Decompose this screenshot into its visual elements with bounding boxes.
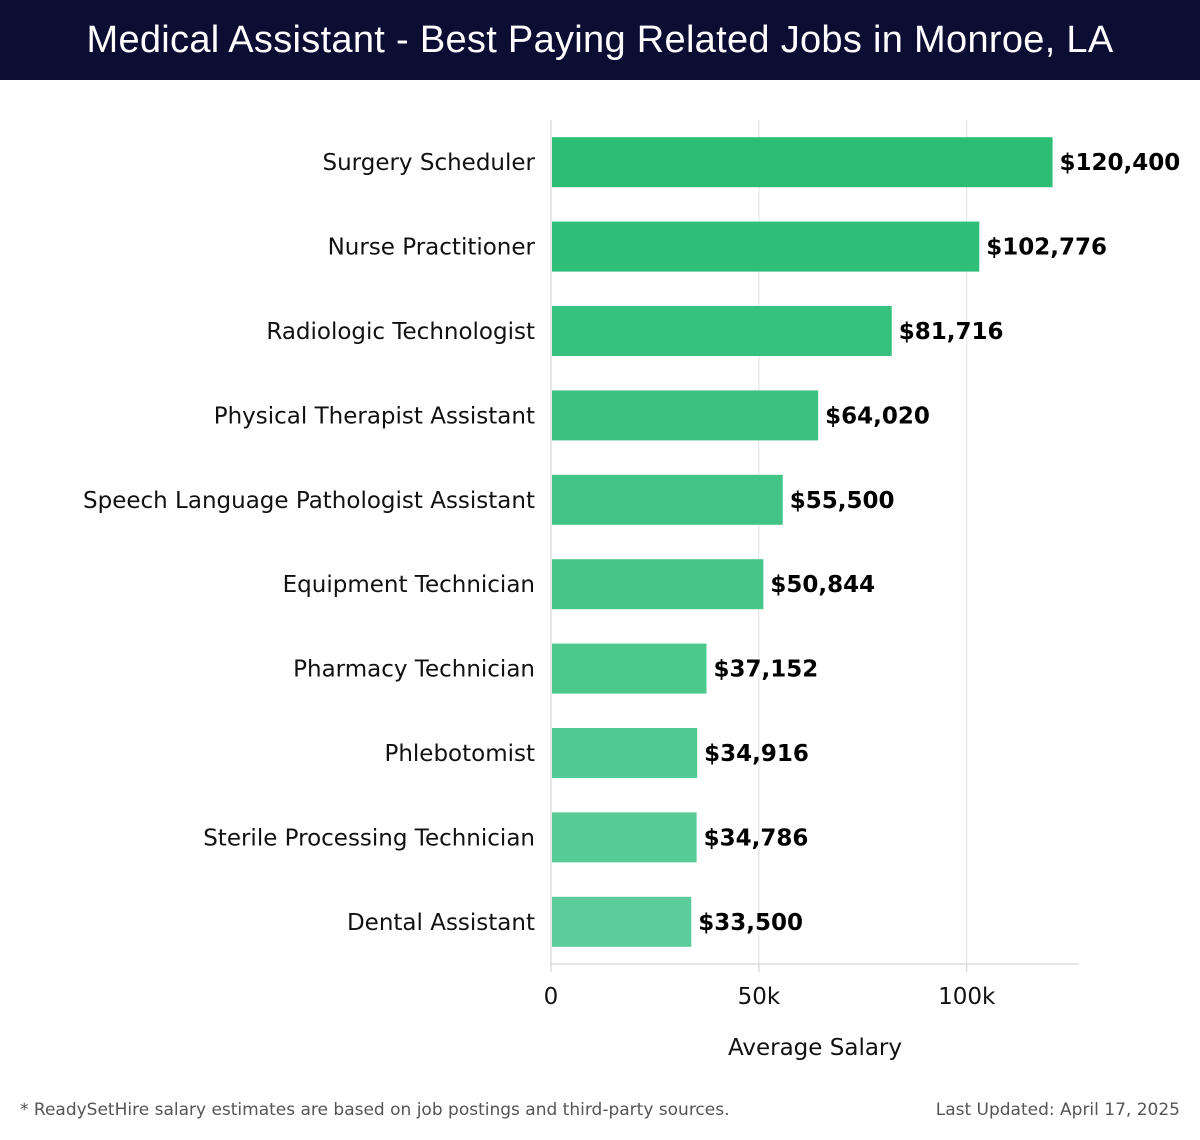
category-labels: Surgery Scheduler Nurse Practitioner Radio… xyxy=(83,150,536,936)
category-label: Equipment Technician xyxy=(283,572,535,598)
category-label: Nurse Practitioner xyxy=(328,235,536,261)
category-label: Sterile Processing Technician xyxy=(203,825,535,851)
value-label: $55,500 xyxy=(790,488,895,514)
category-label: Dental Assistant xyxy=(347,910,535,936)
bar xyxy=(552,137,1053,188)
value-label: $64,020 xyxy=(825,403,930,429)
value-label: $33,500 xyxy=(698,910,803,936)
x-tick-label: 0 xyxy=(544,984,559,1010)
category-label: Surgery Scheduler xyxy=(322,150,535,176)
bar xyxy=(552,559,764,610)
x-axis: 0 50k 100k xyxy=(544,120,1079,1010)
category-label: Radiologic Technologist xyxy=(266,319,535,345)
bar xyxy=(552,643,707,694)
value-label: $102,776 xyxy=(986,235,1107,261)
category-label: Speech Language Pathologist Assistant xyxy=(83,488,535,514)
x-tick-label: 50k xyxy=(738,984,781,1010)
bar-chart: Surgery Scheduler Nurse Practitioner Radio… xyxy=(83,120,1180,1061)
value-label: $34,916 xyxy=(704,741,809,767)
bars xyxy=(552,137,1053,947)
category-label: Pharmacy Technician xyxy=(293,657,535,683)
bar xyxy=(552,390,819,441)
last-updated: Last Updated: April 17, 2025 xyxy=(935,1100,1180,1120)
footer-note: * ReadySetHire salary estimates are base… xyxy=(20,1100,730,1120)
value-label: $50,844 xyxy=(770,572,875,598)
category-label: Physical Therapist Assistant xyxy=(214,403,535,429)
value-label: $81,716 xyxy=(899,319,1004,345)
x-tick-label: 100k xyxy=(938,984,996,1010)
bar xyxy=(552,306,892,356)
x-axis-title: Average Salary xyxy=(728,1035,902,1061)
bar xyxy=(552,728,698,778)
bar xyxy=(552,221,980,272)
bar xyxy=(552,474,783,525)
value-labels: $120,400 $102,776 $81,716 $64,020 $55,500 $50… xyxy=(698,150,1180,936)
bar xyxy=(552,812,697,863)
category-label: Phlebotomist xyxy=(384,741,535,767)
value-label: $34,786 xyxy=(704,825,809,851)
value-label: $120,400 xyxy=(1060,150,1181,176)
title-bar: Medical Assistant - Best Paying Related … xyxy=(0,0,1200,80)
value-label: $37,152 xyxy=(713,657,818,683)
chart-title: Medical Assistant - Best Paying Related … xyxy=(86,18,1114,61)
bar xyxy=(552,896,692,947)
